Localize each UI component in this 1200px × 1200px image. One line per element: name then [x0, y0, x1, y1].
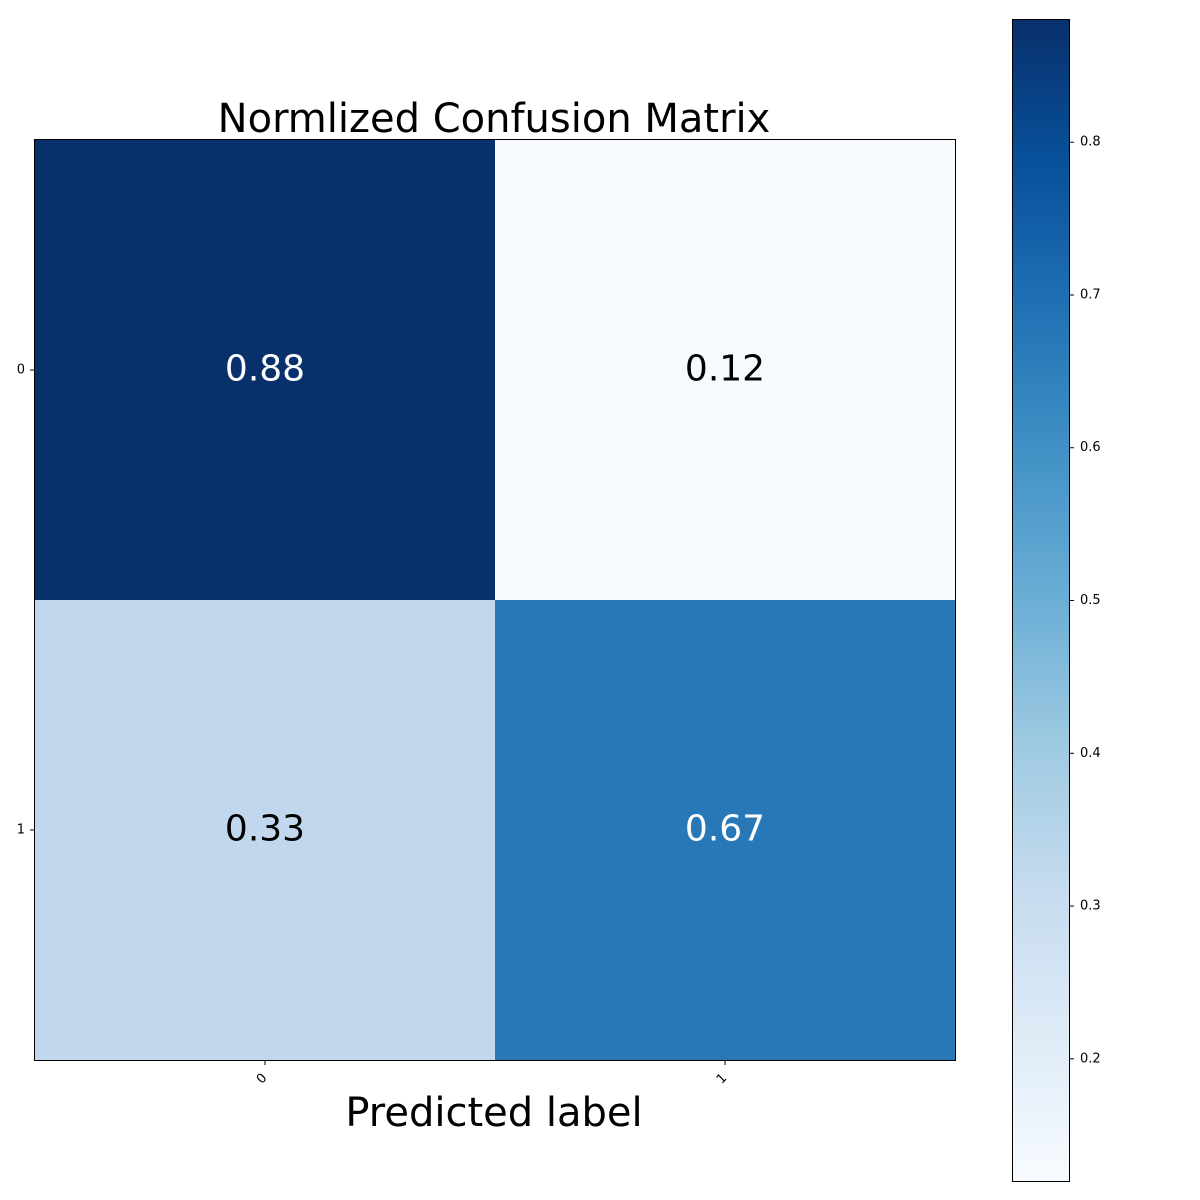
- colorbar-ticks: 0.2 0.3 0.4 0.5 0.6 0.7 0.8: [1069, 135, 1101, 1066]
- colorbar-tick-label: 0.7: [1080, 287, 1101, 302]
- chart-title: Normlized Confusion Matrix: [218, 96, 771, 142]
- colorbar-gradient: [1012, 19, 1070, 1182]
- x-axis-label: Predicted label: [345, 1090, 642, 1136]
- plot-frame: [34, 139, 956, 1061]
- colorbar-tick-label: 0.2: [1080, 1051, 1101, 1066]
- y-tick-label: 1: [17, 823, 25, 838]
- x-tick-label: 1: [714, 1071, 730, 1087]
- heatmap-cell: [35, 140, 495, 600]
- colorbar-tick-label: 0.8: [1080, 135, 1101, 150]
- colorbar-tick-label: 0.3: [1080, 899, 1101, 914]
- cell-value-label: 0.33: [225, 809, 305, 850]
- heatmap-cell: [495, 140, 955, 600]
- colorbar-tick-label: 0.4: [1080, 746, 1101, 761]
- cell-value-label: 0.12: [685, 349, 765, 390]
- x-tick-label: 0: [254, 1071, 270, 1087]
- cell-value-label: 0.88: [225, 349, 305, 390]
- cell-value-label: 0.67: [685, 809, 765, 850]
- colorbar-tick-label: 0.5: [1080, 593, 1101, 608]
- colorbar-tick-label: 0.6: [1080, 440, 1101, 455]
- heatmap-cell: [35, 600, 495, 1060]
- heatmap-cells: 0.88 0.12 0.33 0.67: [35, 140, 955, 1060]
- heatmap-cell: [495, 600, 955, 1060]
- y-tick-label: 0: [17, 363, 25, 378]
